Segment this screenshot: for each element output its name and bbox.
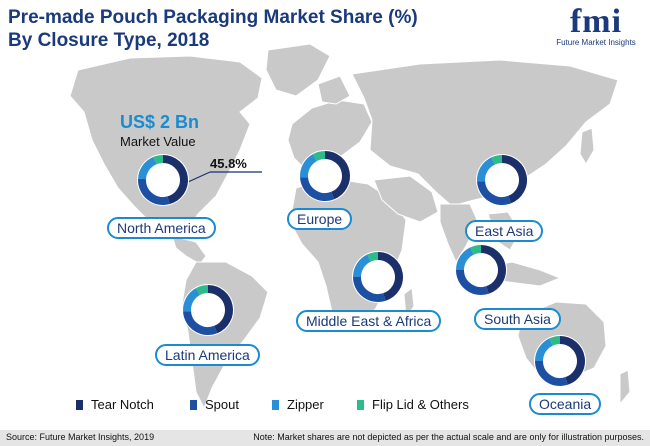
legend-label-flip-lid: Flip Lid & Others <box>372 397 469 412</box>
donut-slice-oceania-4 <box>549 336 561 346</box>
map-central-america <box>171 235 207 265</box>
donut-slice-oceania-3 <box>535 338 554 362</box>
map-new-zealand <box>619 369 631 406</box>
market-value-label: Market Value <box>120 134 196 149</box>
donut-slice-middle-east-africa-3 <box>353 254 372 278</box>
map-japan <box>579 127 595 165</box>
logo-mark: fmi <box>569 3 623 40</box>
legend-item-tear-notch: Tear Notch <box>76 397 154 413</box>
region-label-east-asia: East Asia <box>465 220 544 242</box>
donut-slice-middle-east-africa-1 <box>377 252 403 301</box>
donut-slice-east-asia-1 <box>501 155 527 204</box>
donut-slice-latin-america-2 <box>183 310 218 335</box>
legend-item-flip-lid: Flip Lid & Others <box>357 397 469 413</box>
donut-slice-north-america-4 <box>153 154 164 165</box>
donut-slice-north-america-1 <box>162 155 188 205</box>
map-scandinavia <box>317 75 351 105</box>
donut-slice-oceania-2 <box>535 360 568 386</box>
region-label-latin-america: Latin America <box>155 344 260 366</box>
donut-slice-east-asia-2 <box>477 180 512 205</box>
legend-swatch-tear-notch <box>76 400 83 410</box>
footer-note: Note: Market shares are not depicted as … <box>253 432 644 442</box>
donut-slice-east-asia-3 <box>477 157 496 182</box>
map-middle-east <box>373 175 439 223</box>
donut-slice-middle-east-africa-4 <box>367 252 379 262</box>
donut-slice-south-asia-3 <box>456 247 475 271</box>
donut-slice-east-asia-4 <box>491 155 503 165</box>
donut-charts <box>137 150 586 387</box>
share-connector <box>187 171 211 183</box>
map-north-america <box>69 55 263 237</box>
legend-label-tear-notch: Tear Notch <box>91 397 154 412</box>
map-greenland <box>265 43 331 97</box>
chart-title-line-2: By Closure Type, 2018 <box>8 30 210 51</box>
donut-slice-south-asia-1 <box>480 245 506 294</box>
market-value-amount: US$ 2 Bn <box>120 112 200 132</box>
legend-item-zipper: Zipper <box>272 397 324 413</box>
donut-slice-europe-4 <box>312 151 326 162</box>
logo-subtitle: Future Market Insights <box>556 38 636 47</box>
north-america-tear-notch-share: 45.8% <box>210 156 247 171</box>
region-label-oceania: Oceania <box>529 393 602 415</box>
legend-label-spout: Spout <box>205 397 239 412</box>
footer: Source: Future Market Insights, 2019 Not… <box>0 430 650 446</box>
donut-slice-north-america-3 <box>138 156 157 180</box>
region-label-south-asia: South Asia <box>474 308 561 330</box>
donut-slice-north-america-2 <box>138 178 170 205</box>
donut-slice-europe-1 <box>324 151 350 200</box>
legend-item-spout: Spout <box>190 397 239 413</box>
donut-slice-latin-america-4 <box>195 285 209 296</box>
fmi-logo: fmi Future Market Insights <box>548 3 644 52</box>
legend-swatch-flip-lid <box>357 400 364 410</box>
legend-swatch-zipper <box>272 400 279 410</box>
chart-title: Pre-made Pouch Packaging Market Share (%… <box>8 6 418 52</box>
donut-slice-south-asia-2 <box>456 269 489 295</box>
legend-label-zipper: Zipper <box>287 397 324 412</box>
donut-slice-oceania-1 <box>559 336 585 385</box>
donut-slice-south-asia-4 <box>470 245 482 255</box>
map-south-america <box>181 261 269 410</box>
donut-slice-europe-3 <box>300 154 318 178</box>
legend-swatch-spout <box>190 400 197 410</box>
donut-slice-europe-2 <box>300 176 335 201</box>
region-label-middle-east-africa: Middle East & Africa <box>296 310 442 332</box>
donut-slice-middle-east-africa-2 <box>353 276 386 302</box>
donut-slice-latin-america-1 <box>207 285 233 334</box>
chart-title-line-1: Pre-made Pouch Packaging Market Share (%… <box>8 7 418 28</box>
region-label-north-america: North America <box>107 217 216 239</box>
donut-slice-latin-america-3 <box>183 288 201 312</box>
legend: Tear Notch Spout Zipper Flip Lid & Other… <box>0 397 650 415</box>
region-label-europe: Europe <box>287 208 353 230</box>
footer-source: Source: Future Market Insights, 2019 <box>6 432 155 442</box>
